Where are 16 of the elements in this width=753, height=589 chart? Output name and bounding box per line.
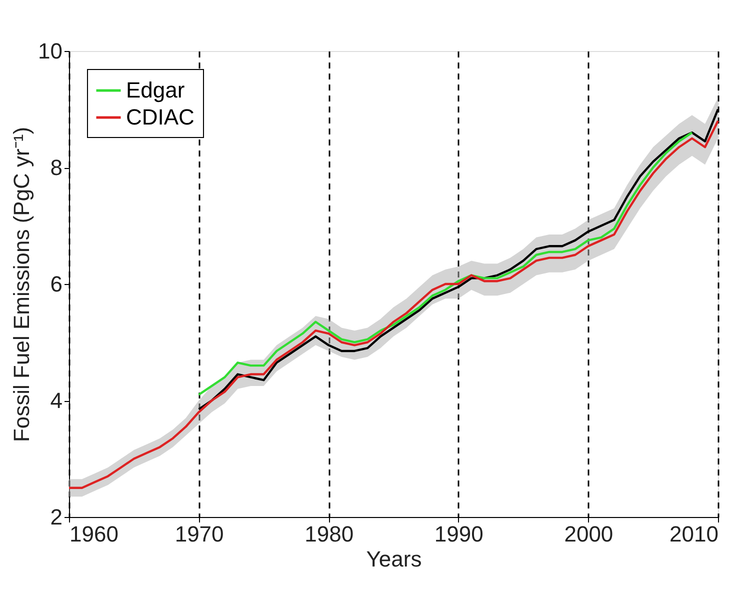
y-axis-title: Fossil Fuel Emissions (PgC yr⁻¹)	[9, 126, 34, 442]
y-tick-label: 10	[38, 38, 62, 64]
line-series	[198, 131, 694, 396]
x-tick-label: 1970	[174, 522, 224, 546]
y-tick-label: 2	[50, 504, 62, 530]
y-tick-label: 4	[50, 388, 62, 413]
x-tick-label: 1990	[434, 522, 484, 546]
legend-label: Edgar	[126, 78, 185, 102]
x-axis-title: Years	[366, 546, 422, 572]
x-tick-label: 2010	[670, 522, 718, 546]
x-tick-label: 1980	[304, 522, 354, 546]
legend-label: CDIAC	[126, 104, 195, 130]
x-tick-label: 1960	[70, 522, 118, 546]
y-tick-label: 6	[50, 272, 62, 296]
y-tick-label: 8	[50, 155, 62, 180]
x-tick-label: 2000	[564, 522, 614, 546]
